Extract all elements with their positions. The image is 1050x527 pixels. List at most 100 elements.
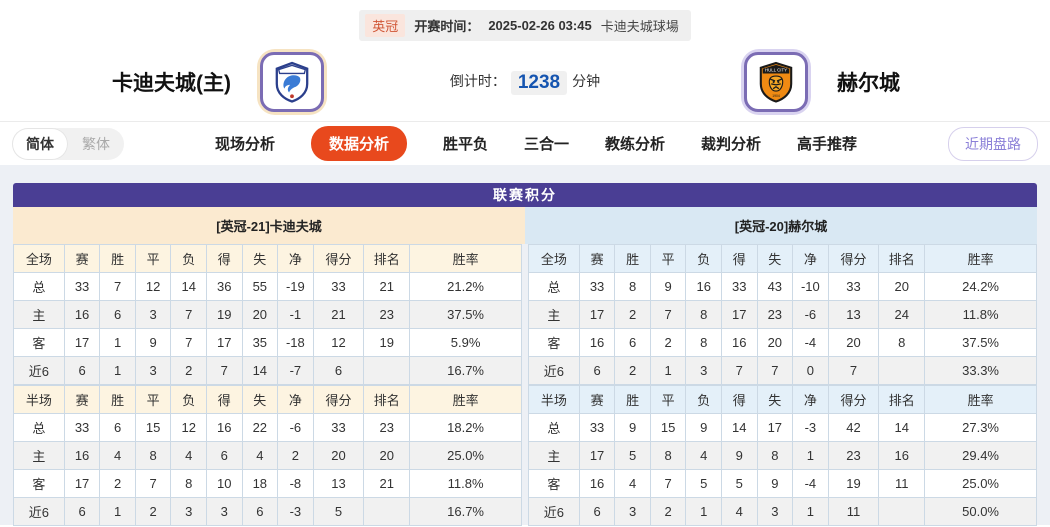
analysis-tabs: 现场分析 数据分析 胜平负 三合一 教练分析 裁判分析 高手推荐 xyxy=(124,126,948,161)
table-cell: 3 xyxy=(756,497,794,526)
table-cell: 1 xyxy=(649,356,687,385)
table-cell: 21 xyxy=(363,469,411,498)
table-cell: 16 xyxy=(720,328,758,357)
table-cell: 近6 xyxy=(528,497,580,526)
home-team-name: 卡迪夫城(主) xyxy=(112,72,231,95)
tab-win-draw-loss[interactable]: 胜平负 xyxy=(442,136,488,153)
tab-coach-analysis[interactable]: 教练分析 xyxy=(605,136,666,153)
countdown-label: 倒计时： xyxy=(449,73,506,89)
table-cell: 6 xyxy=(99,413,136,442)
lang-traditional-button[interactable]: 繁体 xyxy=(82,135,110,152)
table-cell: 4 xyxy=(614,469,651,498)
table-cell: 16 xyxy=(878,441,926,470)
svg-text:1904: 1904 xyxy=(772,94,780,98)
tab-data-analysis[interactable]: 数据分析 xyxy=(310,126,407,161)
table-cell: 1 xyxy=(792,497,829,526)
column-header: 赛 xyxy=(578,385,616,414)
table-cell: 6 xyxy=(241,497,279,526)
column-header: 排名 xyxy=(363,385,411,414)
table-cell: 50.0% xyxy=(924,497,1037,526)
table-cell: 8 xyxy=(649,441,687,470)
table-cell: -18 xyxy=(277,328,314,357)
table-cell: 23 xyxy=(756,300,794,329)
table-cell: -1 xyxy=(277,300,314,329)
table-cell: 17 xyxy=(578,441,616,470)
table-row: 主 17 5 8 4 9 8 1 23 16 29.4% xyxy=(528,441,1037,470)
table-cell: 11 xyxy=(827,497,880,526)
table-cell: 14 xyxy=(878,413,926,442)
column-header: 得分 xyxy=(827,244,880,273)
column-header: 赛 xyxy=(63,244,101,273)
table-cell: 8 xyxy=(134,441,172,470)
table-cell: 7 xyxy=(649,469,687,498)
table-cell: 16 xyxy=(205,413,243,442)
column-header: 得 xyxy=(205,244,243,273)
league-badge: 英冠 xyxy=(365,14,406,37)
column-header: 平 xyxy=(649,244,687,273)
table-cell: 6 xyxy=(205,441,243,470)
table-cell: 16 xyxy=(578,328,616,357)
table-cell: 27.3% xyxy=(924,413,1037,442)
table-cell: 9 xyxy=(756,469,794,498)
table-cell: 9 xyxy=(685,413,722,442)
table-cell: 3 xyxy=(205,497,243,526)
table-cell: 6 xyxy=(312,356,365,385)
table-cell: 2 xyxy=(277,441,314,470)
column-header: 净 xyxy=(792,244,829,273)
tab-live-analysis[interactable]: 现场分析 xyxy=(214,136,275,153)
away-team-logo: HULL CITY 1904 xyxy=(741,49,811,115)
table-cell: 43 xyxy=(756,272,794,301)
venue-name: 卡迪夫城球場 xyxy=(600,19,679,34)
table-row: 近6 6 3 2 1 4 3 1 11 50.0% xyxy=(528,497,1037,526)
column-header: 负 xyxy=(685,244,722,273)
table-cell: 1 xyxy=(99,328,136,357)
table-cell: 33 xyxy=(63,272,101,301)
table-cell: 主 xyxy=(528,300,580,329)
kickoff-label: 开赛时间： xyxy=(414,19,480,34)
table-cell: 近6 xyxy=(13,497,65,526)
column-header: 负 xyxy=(685,385,722,414)
table-cell: 总 xyxy=(13,272,65,301)
table-cell: 6 xyxy=(63,356,101,385)
content-area: 联赛积分 [英冠-21]卡迪夫城 [英冠-20]赫尔城 全场赛胜平负得失净得分排… xyxy=(0,165,1050,526)
table-cell: 8 xyxy=(685,328,722,357)
table-cell: -19 xyxy=(277,272,314,301)
column-header: 半场 xyxy=(13,385,65,414)
tab-three-in-one[interactable]: 三合一 xyxy=(523,136,569,153)
table-cell: 16 xyxy=(685,272,722,301)
table-cell: 近6 xyxy=(13,356,65,385)
column-header: 胜率 xyxy=(409,244,522,273)
tab-expert-picks[interactable]: 高手推荐 xyxy=(797,136,858,153)
table-cell: 20 xyxy=(878,272,926,301)
recent-trend-button[interactable]: 近期盘路 xyxy=(948,126,1038,161)
cardiff-crest-icon xyxy=(275,61,309,103)
column-header: 失 xyxy=(756,244,794,273)
table-cell: 33 xyxy=(578,272,616,301)
table-cell: 7 xyxy=(99,272,136,301)
svg-text:HULL CITY: HULL CITY xyxy=(765,68,787,73)
table-cell: 9 xyxy=(134,328,172,357)
table-cell: 19 xyxy=(205,300,243,329)
table-row: 客 16 6 2 8 16 20 -4 20 8 37.5% xyxy=(528,328,1037,357)
table-cell: 17 xyxy=(205,328,243,357)
table-cell: 主 xyxy=(13,300,65,329)
teams-header: 卡迪夫城(主) 倒计时： 1238 分钟 HULL CITY xyxy=(0,41,1050,121)
table-cell: 55 xyxy=(241,272,279,301)
table-cell: 16 xyxy=(63,300,101,329)
home-stats-table: 半场赛胜平负得失净得分 排名 胜率总 33 6 15 12 16 22 -6 33 23 18.2% 主 1… xyxy=(13,385,522,526)
table-cell: 17 xyxy=(63,328,101,357)
table-cell: 4 xyxy=(685,441,722,470)
table-cell: 14 xyxy=(170,272,207,301)
table-cell: 近6 xyxy=(528,356,580,385)
lang-simplified-button[interactable]: 简体 xyxy=(12,127,68,160)
table-cell: 4 xyxy=(99,441,136,470)
table-cell: 4 xyxy=(170,441,207,470)
table-cell: 5 xyxy=(312,497,365,526)
tab-referee-analysis[interactable]: 裁判分析 xyxy=(701,136,762,153)
column-header: 净 xyxy=(792,385,829,414)
table-cell xyxy=(878,497,926,526)
table-cell: 21 xyxy=(312,300,365,329)
table-cell: 客 xyxy=(528,328,580,357)
column-header: 失 xyxy=(241,385,279,414)
away-team-crest: HULL CITY 1904 xyxy=(744,52,808,112)
